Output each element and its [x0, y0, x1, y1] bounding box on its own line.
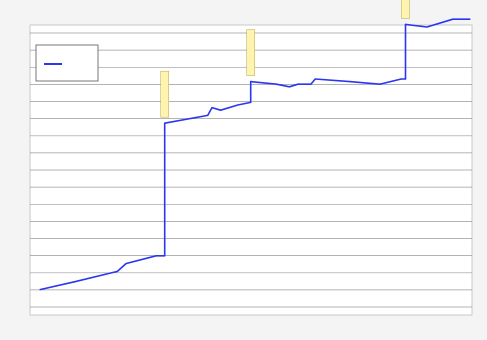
grid — [30, 32, 472, 308]
data-point — [310, 83, 312, 85]
series-line — [39, 18, 470, 291]
annotation — [401, 0, 410, 19]
annotation-box — [401, 0, 410, 19]
annotation-box — [246, 29, 255, 76]
data-point — [207, 114, 209, 116]
data-point — [125, 263, 127, 265]
data-point — [237, 104, 239, 106]
data-point — [275, 83, 278, 85]
data-point — [73, 281, 75, 283]
data-point — [155, 255, 157, 257]
data-point — [379, 83, 381, 85]
data-point — [220, 109, 222, 111]
data-point — [211, 107, 213, 109]
data-point — [250, 101, 252, 103]
annotation — [160, 70, 169, 118]
data-point — [297, 83, 299, 85]
data-point — [164, 122, 166, 124]
data-point — [469, 18, 471, 20]
data-point — [404, 78, 407, 80]
data-point — [288, 86, 290, 88]
data-point — [349, 81, 351, 83]
data-point — [116, 270, 118, 272]
data-point — [314, 78, 316, 80]
legend — [35, 44, 99, 82]
data-point — [250, 81, 252, 83]
data-point — [426, 26, 428, 28]
data-point — [39, 289, 41, 291]
data-point — [404, 23, 407, 25]
series-layer — [39, 18, 471, 291]
data-point — [400, 78, 402, 80]
annotation — [246, 29, 255, 76]
annotation-box — [160, 70, 169, 118]
data-point — [164, 255, 166, 257]
data-point — [452, 18, 454, 20]
annotations — [160, 0, 410, 118]
